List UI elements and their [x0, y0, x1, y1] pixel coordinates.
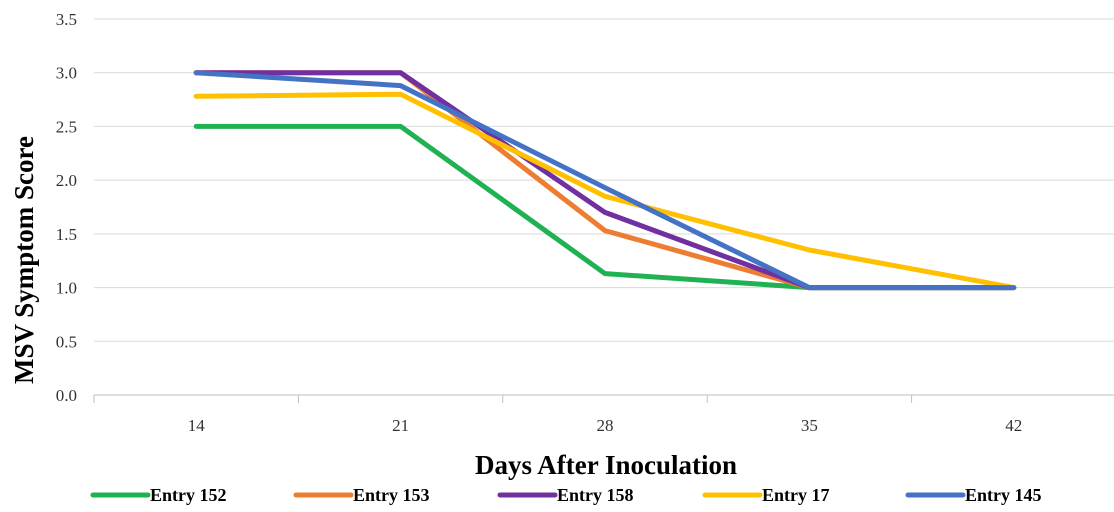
y-tick-label: 2.5 — [56, 117, 77, 136]
y-tick-label: 0.5 — [56, 332, 77, 351]
y-tick-label: 3.5 — [56, 10, 77, 29]
x-tick-labels: 14 21 28 35 42 — [188, 416, 1023, 435]
series-line-entry-17 — [193, 91, 1017, 291]
x-tick-label: 21 — [392, 416, 409, 435]
y-tick-label: 1.5 — [56, 225, 77, 244]
legend-label: Entry 158 — [557, 485, 634, 505]
series-lines — [193, 70, 1017, 291]
legend-label: Entry 153 — [353, 485, 430, 505]
x-tick-label: 42 — [1005, 416, 1022, 435]
legend: Entry 152 Entry 153 Entry 158 Entry 17 Entry… — [90, 485, 1042, 505]
series-line-entry-145 — [193, 70, 1017, 291]
x-tick-label: 28 — [597, 416, 614, 435]
legend-label: Entry 152 — [150, 485, 227, 505]
y-tick-label: 2.0 — [56, 171, 77, 190]
y-tick-labels: 0.0 0.5 1.0 1.5 2.0 2.5 3.0 3.5 — [56, 10, 77, 405]
legend-label: Entry 145 — [965, 485, 1042, 505]
y-tick-label: 0.0 — [56, 386, 77, 405]
y-tick-label: 3.0 — [56, 64, 77, 83]
y-tick-label: 1.0 — [56, 279, 77, 298]
x-tick-label: 35 — [801, 416, 818, 435]
y-axis-title: MSV Symptom Score — [9, 136, 39, 384]
legend-label: Entry 17 — [762, 485, 830, 505]
x-tick-label: 14 — [188, 416, 206, 435]
x-axis-title: Days After Inoculation — [475, 450, 737, 480]
